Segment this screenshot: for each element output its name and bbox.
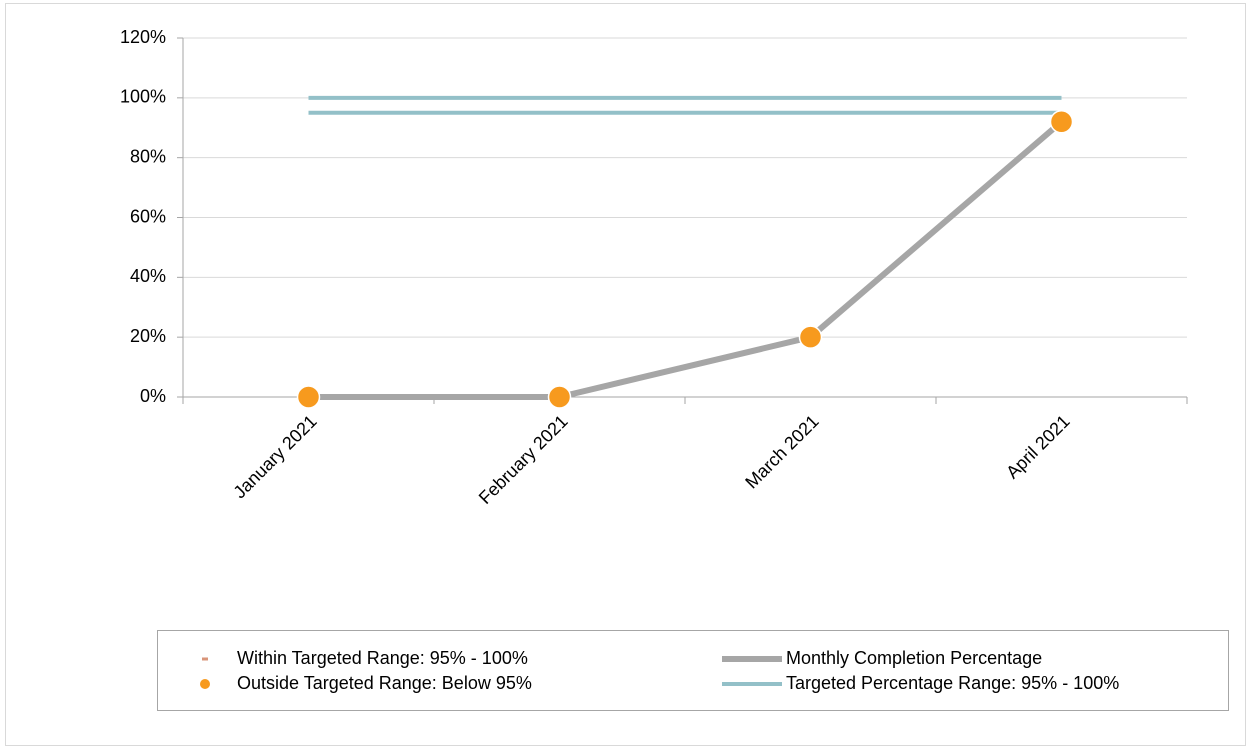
legend-label: Within Targeted Range: 95% - 100% <box>237 648 528 668</box>
legend-label: Monthly Completion Percentage <box>786 648 1042 668</box>
y-tick-label: 80% <box>130 146 166 166</box>
y-tick-label: 20% <box>130 326 166 346</box>
line <box>308 119 1064 400</box>
legend-marker <box>200 679 210 689</box>
legend-box <box>157 630 1229 711</box>
y-tick-label: 100% <box>120 87 166 107</box>
point <box>547 385 572 409</box>
y-tick-label: 0% <box>140 386 166 406</box>
y-tick-label: 60% <box>130 206 166 226</box>
y-tick-label: 120% <box>120 27 166 47</box>
point <box>1049 110 1074 134</box>
y-tick-label: 40% <box>130 266 166 286</box>
chart-border <box>5 3 1246 746</box>
point <box>798 325 823 349</box>
legend-label: Targeted Percentage Range: 95% - 100% <box>786 673 1119 693</box>
point <box>296 385 321 409</box>
legend-label: Outside Targeted Range: Below 95% <box>237 673 532 693</box>
legend-marker <box>202 657 208 661</box>
